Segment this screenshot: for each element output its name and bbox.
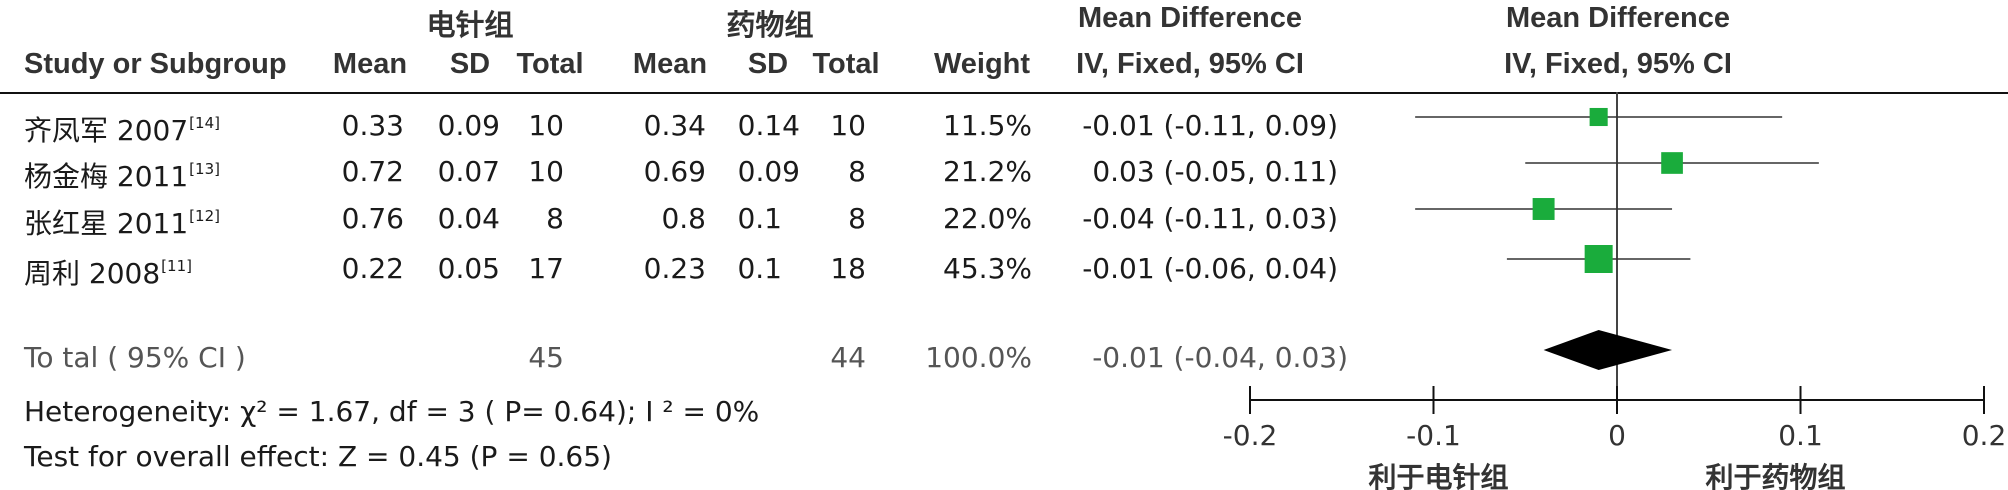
control-group-header: 药物组 (726, 8, 814, 42)
weight-value: 45.3% (943, 252, 1032, 285)
md-method-header: IV, Fixed, 95% CI (1076, 48, 1304, 80)
md-title-header-plot: Mean Difference (1505, 2, 1730, 34)
c-mean: 0.23 (643, 252, 706, 285)
c-total: 10 (830, 109, 866, 142)
weight-value: 22.0% (943, 202, 1032, 235)
e-mean: 0.76 (341, 202, 404, 235)
c-mean: 0.8 (661, 202, 706, 235)
c-sd-header: SD (747, 48, 789, 80)
heterogeneity-text: Heterogeneity: χ² = 1.67, df = 3 ( P= 0.… (24, 395, 760, 428)
effect-marker (1584, 245, 1613, 273)
e-sd-header: SD (449, 48, 491, 80)
e-total: 10 (528, 109, 564, 142)
total-ci-text: -0.01 (-0.04, 0.03) (1092, 341, 1348, 374)
x-tick-label: 0.1 (1778, 419, 1823, 452)
ci-text: -0.01 (-0.11, 0.09) (1082, 109, 1338, 142)
e-mean: 0.33 (341, 109, 404, 142)
x-tick-label: -0.1 (1406, 419, 1461, 452)
weight-value: 21.2% (943, 155, 1032, 188)
c-total: 8 (848, 202, 866, 235)
c-mean: 0.34 (643, 109, 706, 142)
ci-text: -0.01 (-0.06, 0.04) (1082, 252, 1338, 285)
e-total: 8 (546, 202, 564, 235)
e-mean-header: Mean (332, 48, 408, 80)
c-sd: 0.09 (737, 155, 800, 188)
study-column-header: Study or Subgroup (24, 48, 287, 80)
e-sd: 0.09 (437, 109, 500, 142)
pooled-diamond (1543, 330, 1673, 370)
favours-left-label: 利于电针组 (1368, 461, 1508, 490)
weight-value: 11.5% (943, 109, 1032, 142)
x-tick-label: 0.2 (1962, 419, 2007, 452)
c-sd: 0.14 (737, 109, 800, 142)
ci-text: 0.03 (-0.05, 0.11) (1092, 155, 1338, 188)
c-total-header: Total (812, 48, 880, 80)
e-total: 17 (528, 252, 564, 285)
e-sd: 0.04 (437, 202, 500, 235)
total-label: To tal ( 95% CI ) (24, 341, 246, 374)
weight-header: Weight (933, 48, 1031, 80)
study-reference: [11] (161, 257, 192, 275)
md-title-header: Mean Difference (1077, 2, 1302, 34)
overall-effect-text: Test for overall effect: Z = 0.45 (P = 0… (24, 440, 612, 473)
c-mean: 0.69 (643, 155, 706, 188)
md-method-header-plot: IV, Fixed, 95% CI (1504, 48, 1732, 80)
header-divider (0, 92, 2008, 94)
effect-marker (1532, 198, 1555, 220)
favours-right-label: 利于药物组 (1705, 461, 1845, 490)
c-total: 18 (830, 252, 866, 285)
x-tick-label: 0 (1608, 419, 1626, 452)
e-sd: 0.07 (437, 155, 500, 188)
e-mean: 0.72 (341, 155, 404, 188)
effect-marker (1589, 107, 1608, 127)
e-mean: 0.22 (341, 252, 404, 285)
study-name: 周利 2008[11] (24, 257, 192, 290)
c-mean-header: Mean (632, 48, 708, 80)
study-name: 杨金梅 2011[13] (24, 160, 220, 193)
study-reference: [14] (189, 114, 220, 132)
effect-marker (1661, 152, 1683, 174)
study-name: 张红星 2011[12] (24, 207, 220, 240)
study-name: 齐凤军 2007[14] (24, 114, 220, 147)
x-tick-label: -0.2 (1223, 419, 1278, 452)
c-sd: 0.1 (737, 202, 782, 235)
c-sd: 0.1 (737, 252, 782, 285)
total-e-total: 45 (528, 341, 564, 374)
e-total: 10 (528, 155, 564, 188)
study-reference: [13] (189, 160, 220, 178)
e-total-header: Total (516, 48, 584, 80)
ci-text: -0.04 (-0.11, 0.03) (1082, 202, 1338, 235)
e-sd: 0.05 (437, 252, 500, 285)
total-weight: 100.0% (925, 341, 1032, 374)
experimental-group-header: 电针组 (426, 8, 514, 42)
study-reference: [12] (189, 207, 220, 225)
total-c-total: 44 (830, 341, 866, 374)
c-total: 8 (848, 155, 866, 188)
